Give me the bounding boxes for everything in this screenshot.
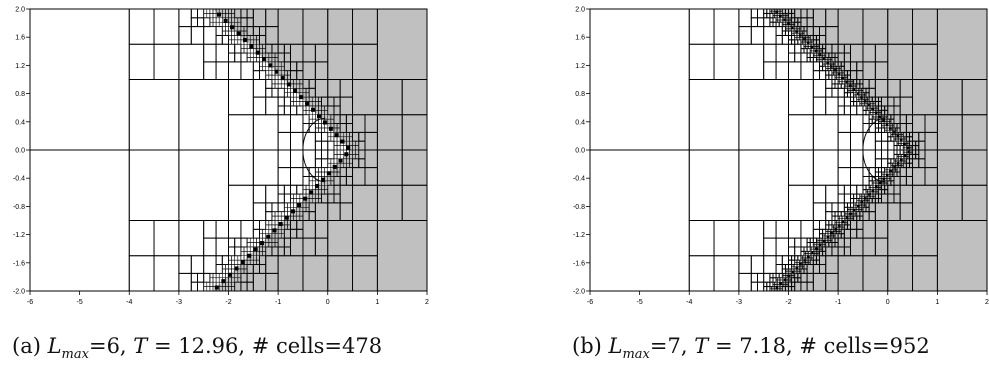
y-tick-label: -1.6 [573,260,585,267]
body-boundary [862,117,886,183]
caption-a-t-var: T [133,334,148,358]
x-tick-label: -1 [835,299,841,306]
x-tick-label: 0 [886,299,890,306]
caption-b-cells: # cells=952 [799,334,930,358]
x-tick-label: -3 [736,299,742,306]
y-tick-label: 1.6 [575,35,585,42]
y-tick-label: 0.8 [15,91,25,98]
x-tick-label: -1 [275,299,281,306]
y-tick-label: 0.4 [15,119,25,126]
x-tick-label: -5 [77,299,83,306]
mesh-cells [589,8,988,292]
caption-b-level: =7, [649,334,688,358]
x-tick-label: -5 [637,299,643,306]
x-tick-label: 1 [375,299,379,306]
caption-a: (a) Lmax=6, T = 12.96, # cells=478 [12,334,382,362]
x-tick-label: -3 [176,299,182,306]
caption-b: (b) Lmax=7, T = 7.18, # cells=952 [572,334,930,362]
y-tick-label: 0.0 [575,148,585,155]
caption-a-l-sub: max [61,347,89,363]
y-tick-label: 1.2 [575,63,585,70]
y-tick-label: -0.8 [13,204,25,211]
caption-a-tag: (a) [12,334,41,358]
y-tick-label: -2.0 [13,289,25,296]
caption-a-level: =6, [88,334,127,358]
caption-b-l-sub: max [622,347,650,363]
y-tick-label: 0.4 [575,119,585,126]
y-tick-label: 2.0 [575,7,585,14]
y-tick-label: -2.0 [573,289,585,296]
y-tick-label: 1.2 [15,63,25,70]
x-tick-label: 0 [326,299,330,306]
body-boundary [302,117,326,183]
y-tick-label: -1.2 [573,232,585,239]
caption-a-time: = 12.96, [154,334,246,358]
y-tick-label: 0.8 [575,91,585,98]
y-tick-label: -1.6 [13,260,25,267]
caption-a-l-var: L [47,334,62,358]
x-tick-label: -6 [27,299,33,306]
x-tick-label: -2 [785,299,791,306]
panel-b-mesh-plot: -6 -5 -4 -3 -2 -1 0 1 2 2.0 1.6 1.2 0.8 0.4 0.0 -0.4 -0.… [573,7,989,307]
caption-b-l-var: L [608,334,623,358]
front-marks [775,10,910,289]
x-tick-label: -4 [126,299,132,306]
x-tick-label: -2 [225,299,231,306]
y-tick-label: -0.8 [573,204,585,211]
caption-b-tag: (b) [572,334,602,358]
y-tick-label: -0.4 [13,176,25,183]
y-tick-label: 1.6 [15,35,25,42]
y-tick-label: 2.0 [15,7,25,14]
front-marks [214,12,351,290]
y-tick-label: 0.0 [15,148,25,155]
caption-a-cells: # cells=478 [251,334,383,358]
x-tick-label: -4 [686,299,692,306]
x-tick-label: 2 [425,299,429,306]
y-tick-label: -1.2 [13,232,25,239]
x-tick-label: -6 [587,299,593,306]
y-tick-label: -0.4 [573,176,585,183]
x-tick-label: 2 [985,299,989,306]
panel-a-mesh-plot: -6 -5 -4 -3 -2 -1 0 1 2 2.0 1.6 1.2 0.8 0.4 0.0 -0.4 -0.… [13,7,429,307]
caption-b-time: = 7.18, [714,334,793,358]
x-tick-label: 1 [935,299,939,306]
caption-b-t-var: T [694,334,709,358]
